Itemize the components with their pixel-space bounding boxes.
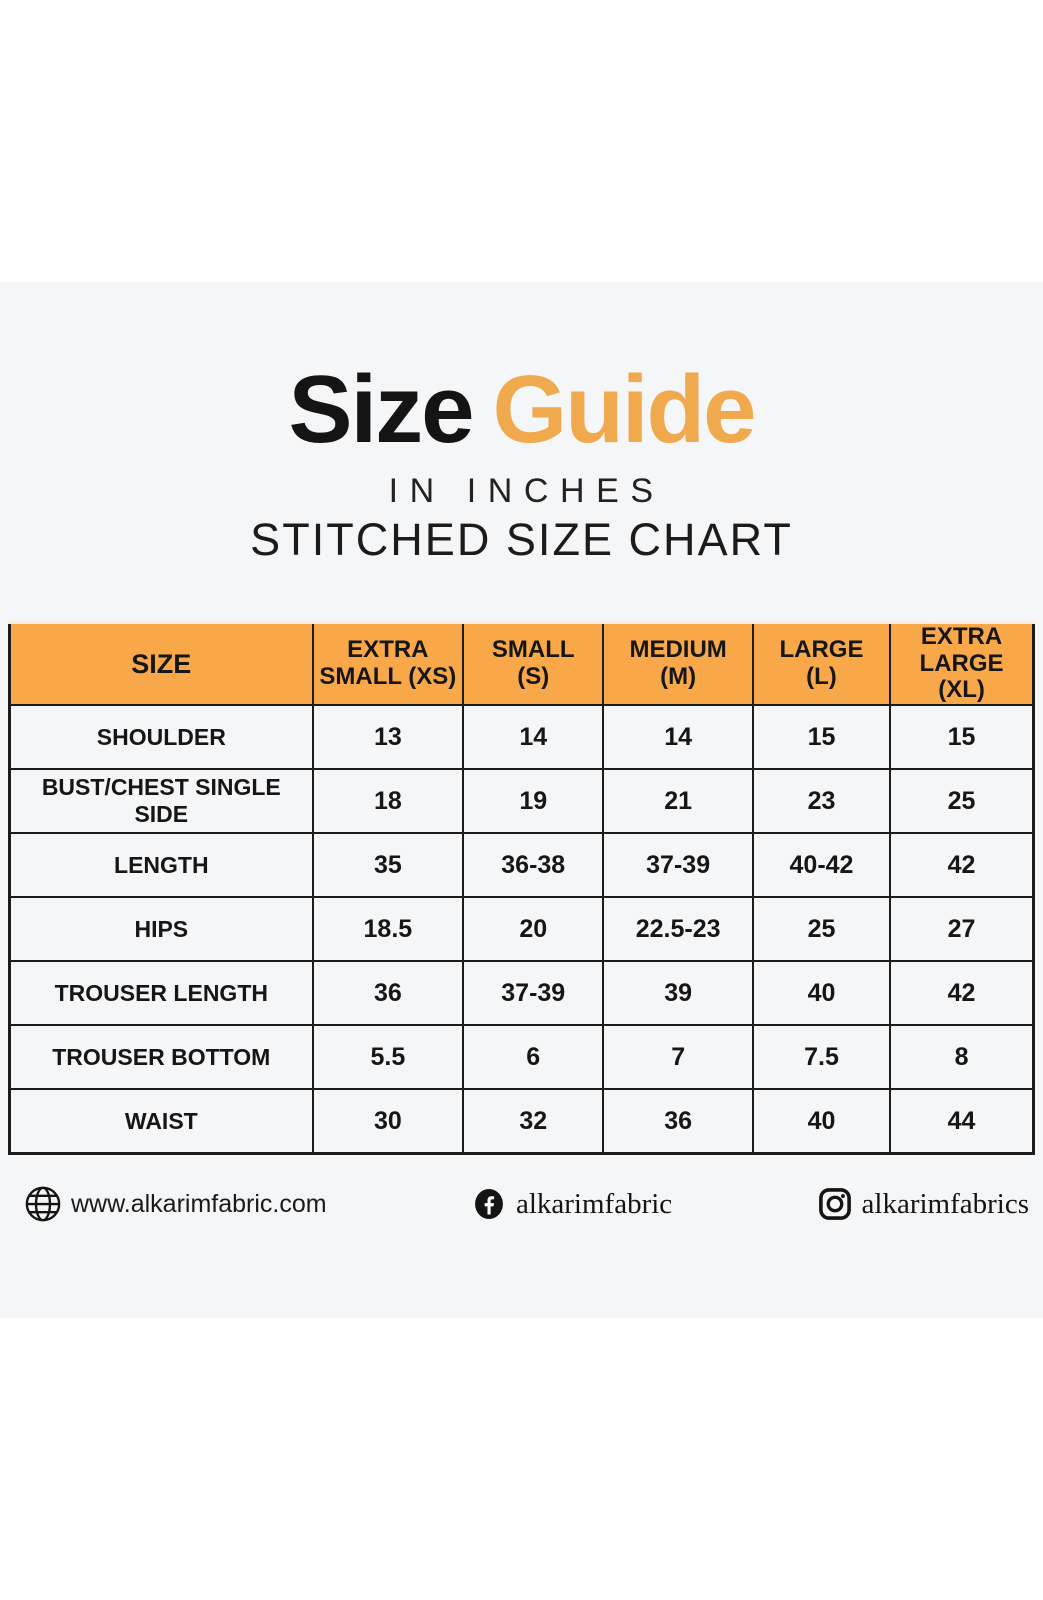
cell-value: 32: [462, 1088, 605, 1155]
cell-value: 37-39: [462, 960, 605, 1027]
cell-value: 35: [311, 832, 465, 899]
website-url: www.alkarimfabric.com: [71, 1189, 327, 1218]
cell-value: 13: [311, 704, 465, 771]
size-guide-card: Size Guide IN INCHES STITCHED SIZE CHART …: [0, 282, 1043, 1318]
row-label: SHOULDER: [8, 704, 314, 771]
cell-value: 40: [751, 1088, 892, 1155]
cell-value: 36: [602, 1088, 754, 1155]
cell-value: 42: [889, 832, 1035, 899]
cell-value: 18.5: [311, 896, 465, 963]
table-row-waist: WAIST 30 32 36 40 44: [8, 1088, 1035, 1155]
footer-facebook: alkarimfabric: [471, 1186, 672, 1222]
cell-value: 25: [751, 896, 892, 963]
cell-value: 40-42: [751, 832, 892, 899]
cell-value: 15: [889, 704, 1035, 771]
table-row-shoulder: SHOULDER 13 14 14 15 15: [8, 704, 1035, 771]
title-block: Size Guide IN INCHES STITCHED SIZE CHART: [0, 282, 1043, 566]
footer-instagram: alkarimfabrics: [817, 1186, 1029, 1222]
subtitle-in-inches: IN INCHES: [388, 471, 665, 510]
table-row-trouser-bottom: TROUSER BOTTOM 5.5 6 7 7.5 8: [8, 1024, 1035, 1091]
instagram-icon: [817, 1186, 853, 1222]
cell-value: 7: [602, 1024, 754, 1091]
col-header-size: SIZE: [8, 620, 314, 707]
table-row-hips: HIPS 18.5 20 22.5-23 25 27: [8, 896, 1035, 963]
cell-value: 25: [889, 768, 1035, 835]
row-label: TROUSER LENGTH: [8, 960, 314, 1027]
row-label: LENGTH: [8, 832, 314, 899]
cell-value: 8: [889, 1024, 1035, 1091]
instagram-handle: alkarimfabrics: [861, 1187, 1029, 1220]
cell-value: 39: [602, 960, 754, 1027]
cell-value: 23: [751, 768, 892, 835]
row-label: WAIST: [8, 1088, 314, 1155]
facebook-handle: alkarimfabric: [515, 1187, 673, 1220]
cell-value: 36: [311, 960, 465, 1027]
size-chart-table: SIZE EXTRA SMALL (XS) SMALL (S) MEDIUM (…: [8, 620, 1035, 1155]
table-row-bust-chest: BUST/CHEST SINGLE SIDE 18 19 21 23 25: [8, 768, 1035, 835]
cell-value: 19: [462, 768, 605, 835]
cell-value: 30: [311, 1088, 465, 1155]
title-word-size: Size: [288, 356, 474, 463]
cell-value: 40: [751, 960, 892, 1027]
row-label: HIPS: [8, 896, 314, 963]
cell-value: 15: [751, 704, 892, 771]
footer-website: www.alkarimfabric.com: [24, 1185, 327, 1223]
col-header-small: SMALL (S): [462, 620, 605, 707]
title-word-guide: Guide: [492, 356, 757, 463]
col-header-extra-small: EXTRA SMALL (XS): [311, 620, 465, 707]
footer: www.alkarimfabric.com alkarimfabric alka…: [0, 1185, 1043, 1223]
cell-value: 18: [311, 768, 465, 835]
facebook-icon: [471, 1186, 507, 1222]
cell-value: 42: [889, 960, 1035, 1027]
col-header-medium: MEDIUM (M): [602, 620, 754, 707]
cell-value: 27: [889, 896, 1035, 963]
row-label: TROUSER BOTTOM: [8, 1024, 314, 1091]
col-header-large: LARGE (L): [751, 620, 892, 707]
cell-value: 6: [462, 1024, 605, 1091]
cell-value: 22.5-23: [602, 896, 754, 963]
page-title: Size Guide: [0, 358, 1043, 462]
cell-value: 7.5: [751, 1024, 892, 1091]
cell-value: 5.5: [311, 1024, 465, 1091]
globe-icon: [24, 1185, 62, 1223]
subtitle-stitched-size-chart: STITCHED SIZE CHART: [250, 513, 793, 565]
col-header-extra-large: EXTRA LARGE (XL): [889, 620, 1035, 707]
table-row-length: LENGTH 35 36-38 37-39 40-42 42: [8, 832, 1035, 899]
cell-value: 14: [462, 704, 605, 771]
cell-value: 14: [602, 704, 754, 771]
row-label: BUST/CHEST SINGLE SIDE: [8, 768, 314, 835]
cell-value: 36-38: [462, 832, 605, 899]
table-header-row: SIZE EXTRA SMALL (XS) SMALL (S) MEDIUM (…: [8, 620, 1035, 707]
cell-value: 21: [602, 768, 754, 835]
cell-value: 20: [462, 896, 605, 963]
cell-value: 37-39: [602, 832, 754, 899]
table-row-trouser-length: TROUSER LENGTH 36 37-39 39 40 42: [8, 960, 1035, 1027]
cell-value: 44: [889, 1088, 1035, 1155]
